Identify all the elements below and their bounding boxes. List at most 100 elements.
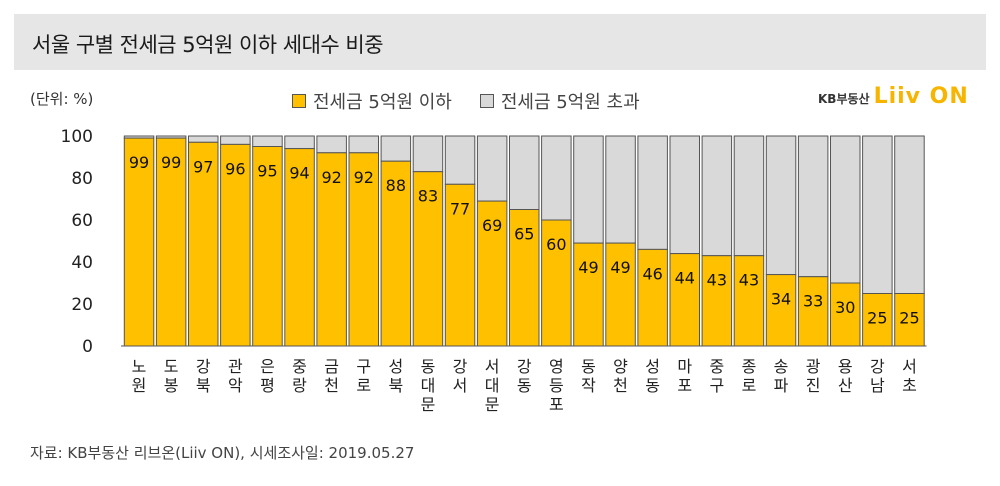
bar-below — [348, 152, 379, 347]
data-label: 92 — [354, 168, 374, 187]
bar-below — [220, 143, 251, 347]
y-tick-label: 60 — [71, 211, 93, 231]
data-label: 83 — [418, 187, 438, 206]
bar-below — [733, 255, 765, 347]
data-label: 65 — [514, 225, 534, 244]
brand-kb-text: KB부동산 — [818, 92, 870, 106]
y-tick-label: 0 — [82, 337, 93, 357]
bar-above — [444, 135, 476, 185]
legend: 전세금 5억원 이하 전세금 5억원 초과 — [292, 88, 668, 114]
data-label: 60 — [546, 235, 566, 254]
chart-title: 서울 구별 전세금 5억원 이하 세대수 비중 — [32, 33, 384, 57]
bar-below — [701, 255, 733, 347]
bar-below — [252, 146, 283, 347]
y-tick-label: 20 — [71, 295, 93, 315]
bar-below — [797, 276, 829, 347]
bar-below — [380, 160, 412, 347]
data-label: 34 — [771, 290, 791, 309]
data-label: 33 — [803, 292, 823, 311]
data-label: 94 — [289, 164, 309, 183]
data-label: 43 — [707, 271, 727, 290]
bar-above — [541, 135, 572, 221]
bar-above — [284, 135, 315, 150]
bar-above — [509, 135, 540, 210]
bar-above — [637, 135, 668, 250]
source-note: 자료: KB부동산 리브온(Liiv ON), 시세조사일: 2019.05.2… — [30, 444, 415, 462]
data-label: 30 — [835, 298, 855, 317]
bar-above — [605, 135, 636, 244]
brand-logo: KB부동산 Liiv ON — [818, 84, 969, 109]
data-label: 99 — [129, 153, 149, 172]
bar-above — [220, 135, 251, 145]
bar-below — [637, 248, 668, 347]
data-label: 88 — [386, 176, 406, 195]
y-tick-label: 40 — [71, 253, 93, 273]
data-label: 43 — [739, 271, 759, 290]
bar-above — [894, 135, 925, 294]
bar-below — [509, 209, 540, 347]
title-bar: 서울 구별 전세금 5억원 이하 세대수 비중 — [14, 14, 986, 70]
brand-liiv-text: Liiv ON — [873, 84, 969, 109]
bar-above — [476, 135, 508, 202]
y-tick-label: 80 — [71, 169, 93, 189]
bar-above — [701, 135, 733, 257]
data-label: 69 — [482, 216, 502, 235]
bar-above — [669, 135, 700, 255]
data-label: 97 — [193, 157, 213, 176]
bar-above — [862, 135, 893, 294]
bar-below — [765, 274, 797, 347]
data-label: 49 — [578, 258, 598, 277]
bar-below — [541, 219, 572, 347]
legend-item-above: 전세금 5억원 초과 — [479, 88, 640, 114]
bar-above — [573, 135, 604, 244]
y-tick-label: 100 — [61, 127, 93, 147]
legend-item-below: 전세금 5억원 이하 — [292, 88, 452, 114]
bar-above — [188, 135, 219, 143]
bar-below — [605, 242, 636, 347]
bar-above — [733, 135, 765, 257]
bar-below — [316, 152, 347, 347]
bar-below — [894, 293, 925, 347]
data-label: 95 — [257, 162, 277, 181]
bar-below — [669, 253, 700, 347]
bar-above — [797, 135, 829, 278]
data-label: 49 — [610, 258, 630, 277]
data-label: 99 — [161, 153, 181, 172]
data-label: 46 — [642, 264, 662, 283]
data-label: 92 — [321, 168, 341, 187]
bar-above — [830, 135, 861, 284]
data-label: 25 — [899, 309, 919, 328]
legend-swatch-above — [479, 94, 494, 108]
bar-below — [123, 137, 155, 347]
data-label: 25 — [867, 309, 887, 328]
data-label: 44 — [675, 269, 695, 288]
bar-above — [348, 135, 379, 154]
legend-label-above: 전세금 5억원 초과 — [500, 92, 640, 113]
bar-below — [862, 293, 893, 347]
data-label: 77 — [450, 199, 470, 218]
